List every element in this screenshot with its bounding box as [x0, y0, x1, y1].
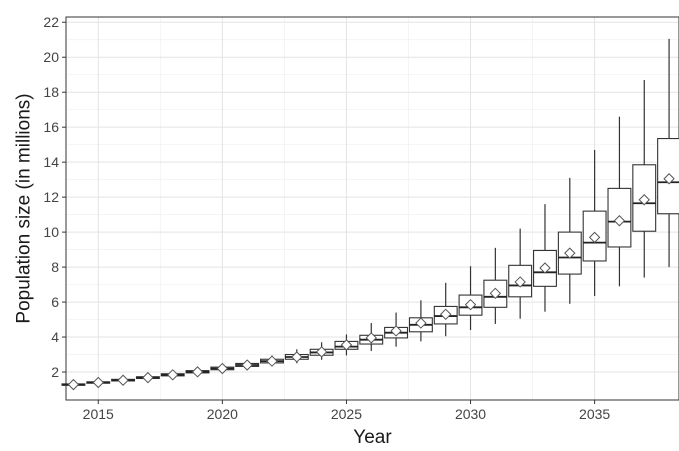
box-2024	[309, 342, 334, 360]
mean-diamond	[663, 173, 675, 185]
mean-diamond	[67, 378, 80, 391]
mean-diamond	[638, 194, 650, 206]
box-2035	[582, 149, 607, 296]
box-2033	[533, 204, 557, 312]
mean-diamond	[440, 308, 452, 321]
y-tick-label: 4	[51, 329, 59, 345]
mean-diamond	[92, 376, 104, 389]
y-tick-label: 22	[43, 14, 59, 30]
box-2026	[359, 323, 384, 352]
box-2021	[235, 359, 260, 371]
mean-diamond	[291, 351, 303, 363]
mean-diamond	[464, 298, 477, 311]
box-2020	[210, 362, 235, 375]
box-2032	[508, 228, 533, 319]
mean-diamond	[241, 359, 253, 371]
box-2036	[607, 116, 632, 287]
x-tick-label: 2020	[207, 406, 238, 422]
box-2028	[408, 300, 433, 342]
y-tick-label: 8	[51, 259, 59, 275]
plot-panel-border	[65, 16, 679, 401]
mean-diamond	[539, 262, 551, 274]
mean-diamond	[564, 247, 576, 259]
y-tick-label: 14	[43, 154, 59, 170]
x-axis-title: Year	[353, 427, 392, 446]
y-tick-label: 12	[43, 189, 59, 205]
y-tick-label: 2	[51, 364, 59, 380]
x-tick-label: 2030	[455, 406, 486, 422]
box-2018	[160, 369, 185, 381]
box-2030	[458, 266, 483, 331]
mean-diamond	[191, 366, 204, 378]
box-2019	[185, 366, 210, 378]
box-2031	[483, 247, 508, 324]
mean-diamond	[216, 362, 229, 375]
mean-diamond	[142, 371, 154, 384]
box-2034	[557, 177, 582, 304]
mean-diamond	[365, 332, 377, 344]
box-2022	[260, 355, 284, 367]
box-2014	[61, 378, 86, 391]
x-axis-ticks: 2015 2020 2025 2030 2035	[83, 400, 610, 422]
x-tick-label: 2025	[331, 406, 362, 422]
mean-diamond	[167, 369, 179, 381]
mean-diamond	[613, 215, 626, 227]
mean-diamond	[390, 325, 402, 337]
box-2027	[384, 312, 409, 347]
y-tick-label: 18	[43, 84, 59, 100]
mean-diamond	[117, 374, 129, 386]
box-2016	[111, 374, 136, 386]
y-axis-title: Population size (in millions)	[14, 93, 35, 323]
box-2037	[632, 79, 657, 278]
box-2023	[284, 349, 309, 364]
mean-diamond	[489, 287, 502, 300]
box-2029	[433, 282, 458, 337]
y-tick-label: 16	[43, 119, 59, 135]
mean-diamond	[514, 276, 526, 288]
mean-diamond	[266, 355, 278, 367]
y-tick-label: 6	[51, 294, 59, 310]
box-2025	[334, 334, 359, 356]
box-2038	[657, 38, 679, 268]
y-tick-label: 20	[43, 49, 59, 65]
mean-diamond	[588, 231, 601, 244]
mean-diamond	[315, 346, 328, 358]
x-tick-label: 2015	[83, 406, 114, 422]
box-2017	[135, 371, 160, 384]
grid-lines	[66, 17, 679, 400]
mean-diamond	[415, 317, 427, 329]
x-tick-label: 2035	[579, 406, 610, 422]
y-tick-label: 10	[43, 224, 59, 240]
y-axis-ticks: 2 4 6 8 10 12 14 16 18 20 22	[43, 14, 66, 380]
mean-diamond	[340, 339, 353, 351]
box-series	[61, 38, 679, 391]
box-2015	[86, 376, 111, 389]
